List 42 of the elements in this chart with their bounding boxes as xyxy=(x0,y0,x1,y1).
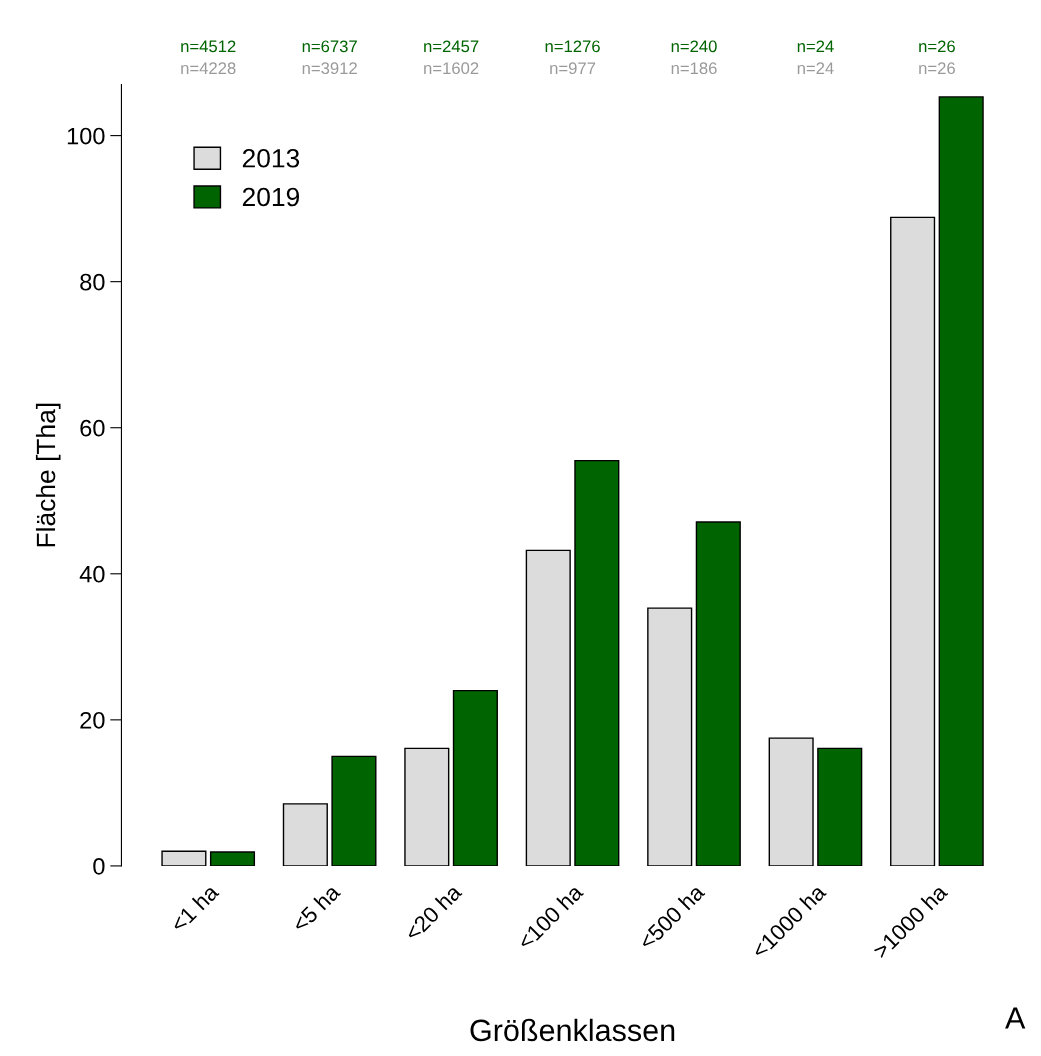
y-tick-label: 60 xyxy=(80,419,105,437)
text: n=240 xyxy=(671,40,717,53)
bar xyxy=(574,459,620,866)
text: n=24 xyxy=(797,40,834,53)
y-axis-title: Fläche [Tha] xyxy=(35,403,61,547)
bar xyxy=(768,737,814,866)
text: n=1602 xyxy=(424,62,479,75)
text: A xyxy=(1005,1007,1026,1029)
text: n=6737 xyxy=(302,40,357,53)
bar xyxy=(282,803,328,866)
text: n=26 xyxy=(919,62,955,75)
bar xyxy=(452,689,498,866)
bar xyxy=(161,850,207,866)
x-axis-title: Größenklassen xyxy=(470,1018,675,1042)
y-tick-label: 20 xyxy=(80,711,105,729)
bar xyxy=(817,747,863,866)
x-tick-label: <20 ha xyxy=(403,882,463,942)
text: n=1276 xyxy=(545,40,600,53)
text: n=2457 xyxy=(424,40,479,53)
bar xyxy=(695,521,741,866)
legend-label: 2019 xyxy=(242,187,300,207)
text: n=26 xyxy=(919,40,955,53)
bar xyxy=(890,216,936,866)
y-tick-label: 40 xyxy=(79,565,105,583)
y-tick-label: 100 xyxy=(67,127,105,145)
bar xyxy=(209,851,256,866)
bar xyxy=(404,747,450,866)
bar xyxy=(938,96,984,866)
legend-label: 2013 xyxy=(242,148,300,168)
text: n=24 xyxy=(797,62,834,74)
y-tick-label: 80 xyxy=(80,273,105,291)
text: n=977 xyxy=(550,62,596,75)
text: n=4512 xyxy=(181,40,236,53)
x-tick-label: <5 ha xyxy=(290,882,342,934)
x-tick-label: <1 ha xyxy=(169,882,220,934)
text: n=3912 xyxy=(302,62,357,75)
y-tick-label: 0 xyxy=(93,857,105,875)
bar xyxy=(647,607,693,866)
text: n=4228 xyxy=(181,62,236,75)
text: n=186 xyxy=(671,62,717,75)
bar xyxy=(331,755,377,866)
bar xyxy=(525,549,571,866)
